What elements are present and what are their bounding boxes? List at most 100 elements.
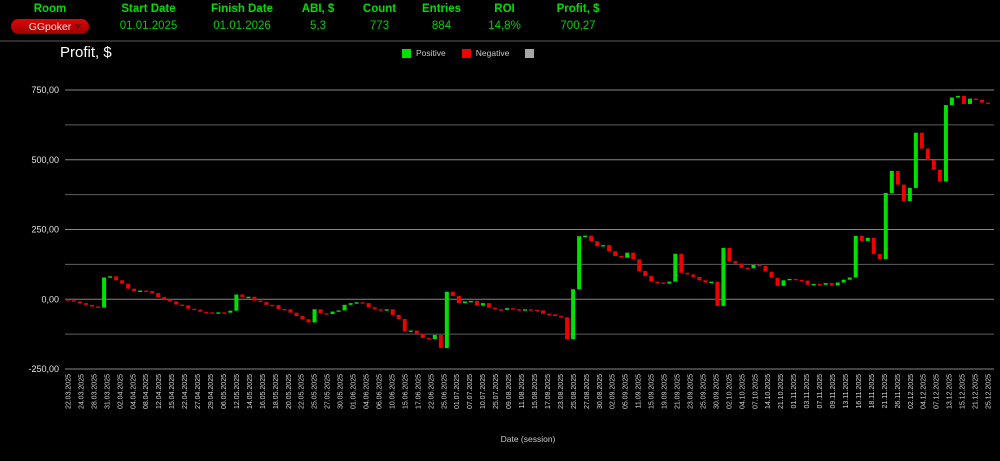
- abi-value: 5,3: [310, 20, 326, 32]
- svg-text:30.05.2025: 30.05.2025: [338, 374, 345, 409]
- roi-label: ROI: [494, 3, 515, 15]
- svg-text:12.05.2025: 12.05.2025: [234, 374, 241, 409]
- svg-text:25.06.2025: 25.06.2025: [441, 374, 448, 409]
- svg-text:16.11.2025: 16.11.2025: [856, 374, 863, 409]
- svg-text:15.12.2025: 15.12.2025: [960, 374, 967, 409]
- room-select[interactable]: GGpoker: [11, 19, 89, 34]
- stat-finish-date: Finish Date 01.01.2026: [197, 0, 287, 34]
- svg-text:09.08.2025: 09.08.2025: [506, 374, 513, 409]
- svg-text:01.07.2025: 01.07.2025: [454, 374, 461, 409]
- svg-text:09.11.2025: 09.11.2025: [830, 374, 837, 409]
- svg-text:04.10.2025: 04.10.2025: [739, 374, 746, 409]
- svg-text:23.09.2025: 23.09.2025: [687, 374, 694, 409]
- header-divider: [0, 40, 1000, 42]
- svg-text:06.05.2025: 06.05.2025: [221, 374, 228, 409]
- svg-text:08.04.2025: 08.04.2025: [143, 374, 150, 409]
- room-label: Room: [33, 3, 67, 15]
- entries-value: 884: [431, 20, 452, 32]
- chart-legend: Positive Negative: [402, 48, 555, 58]
- svg-text:18.11.2025: 18.11.2025: [869, 374, 876, 409]
- svg-text:27.05.2025: 27.05.2025: [325, 374, 332, 409]
- finish-date-value: 01.01.2026: [213, 20, 271, 32]
- svg-text:22.05.2025: 22.05.2025: [299, 374, 306, 409]
- svg-text:25.09.2025: 25.09.2025: [700, 374, 707, 409]
- stat-roi: ROI 14,8%: [473, 0, 536, 34]
- svg-text:24.03.2025: 24.03.2025: [78, 374, 85, 409]
- svg-text:22.06.2025: 22.06.2025: [428, 374, 435, 409]
- svg-text:17.08.2025: 17.08.2025: [545, 374, 552, 409]
- svg-text:27.08.2025: 27.08.2025: [584, 374, 591, 409]
- svg-text:27.04.2025: 27.04.2025: [195, 374, 202, 409]
- svg-text:500,00: 500,00: [31, 155, 59, 165]
- svg-text:28.03.2025: 28.03.2025: [91, 374, 98, 409]
- svg-text:05.09.2025: 05.09.2025: [623, 374, 630, 409]
- svg-text:02.09.2025: 02.09.2025: [610, 374, 617, 409]
- svg-text:01.11.2025: 01.11.2025: [791, 374, 798, 409]
- svg-text:02.12.2025: 02.12.2025: [908, 374, 915, 409]
- chevron-down-icon: [74, 24, 82, 29]
- svg-text:21.12.2025: 21.12.2025: [973, 374, 980, 409]
- svg-text:15.06.2025: 15.06.2025: [402, 374, 409, 409]
- svg-text:13.12.2025: 13.12.2025: [947, 374, 954, 409]
- svg-text:04.12.2025: 04.12.2025: [921, 374, 928, 409]
- svg-text:17.06.2025: 17.06.2025: [415, 374, 422, 409]
- svg-text:10.06.2025: 10.06.2025: [389, 374, 396, 409]
- svg-text:15.04.2025: 15.04.2025: [169, 374, 176, 409]
- svg-text:22.04.2025: 22.04.2025: [182, 374, 189, 409]
- svg-text:21.11.2025: 21.11.2025: [882, 374, 889, 409]
- svg-text:20.05.2025: 20.05.2025: [286, 374, 293, 409]
- svg-text:07.10.2025: 07.10.2025: [752, 374, 759, 409]
- stat-count: Count 773: [349, 0, 410, 34]
- svg-text:25.08.2025: 25.08.2025: [571, 374, 578, 409]
- svg-text:06.06.2025: 06.06.2025: [376, 374, 383, 409]
- svg-text:31.03.2025: 31.03.2025: [104, 374, 111, 409]
- svg-text:21.09.2025: 21.09.2025: [675, 374, 682, 409]
- svg-text:25.05.2025: 25.05.2025: [312, 374, 319, 409]
- svg-text:03.11.2025: 03.11.2025: [804, 374, 811, 409]
- svg-text:30.08.2025: 30.08.2025: [597, 374, 604, 409]
- svg-text:07.11.2025: 07.11.2025: [817, 374, 824, 409]
- chart-title: Profit, $: [60, 44, 112, 61]
- svg-text:16.05.2025: 16.05.2025: [260, 374, 267, 409]
- svg-text:18.05.2025: 18.05.2025: [273, 374, 280, 409]
- svg-text:29.04.2025: 29.04.2025: [208, 374, 215, 409]
- stat-room: Room GGpoker: [0, 0, 100, 34]
- svg-text:15.09.2025: 15.09.2025: [649, 374, 656, 409]
- svg-text:10.07.2025: 10.07.2025: [480, 374, 487, 409]
- stat-entries: Entries 884: [410, 0, 473, 34]
- count-label: Count: [362, 3, 397, 15]
- legend-item-positive[interactable]: Positive: [402, 48, 446, 58]
- legend-item-other[interactable]: [525, 48, 539, 58]
- svg-text:22.03.2025: 22.03.2025: [66, 374, 73, 409]
- svg-text:23.08.2025: 23.08.2025: [558, 374, 565, 409]
- start-date-label: Start Date: [121, 3, 176, 15]
- stat-profit: Profit, $ 700,27: [536, 0, 620, 34]
- svg-text:04.06.2025: 04.06.2025: [364, 374, 371, 409]
- legend-item-negative[interactable]: Negative: [461, 48, 509, 58]
- finish-date-label: Finish Date: [211, 3, 273, 15]
- legend-label-positive: Positive: [416, 48, 446, 58]
- negative-swatch-icon: [461, 48, 471, 58]
- svg-text:01.06.2025: 01.06.2025: [351, 374, 358, 409]
- svg-text:26.11.2025: 26.11.2025: [895, 374, 902, 409]
- svg-text:11.09.2025: 11.09.2025: [636, 374, 643, 409]
- entries-label: Entries: [422, 3, 461, 15]
- svg-text:21.10.2025: 21.10.2025: [778, 374, 785, 409]
- svg-text:12.04.2025: 12.04.2025: [156, 374, 163, 409]
- svg-text:02.10.2025: 02.10.2025: [726, 374, 733, 409]
- svg-text:750,00: 750,00: [31, 85, 59, 95]
- svg-text:15.08.2025: 15.08.2025: [532, 374, 539, 409]
- room-select-value: GGpoker: [28, 20, 72, 33]
- stat-abi: ABI, $ 5,3: [287, 0, 349, 34]
- svg-text:11.08.2025: 11.08.2025: [519, 374, 526, 409]
- svg-text:-250,00: -250,00: [28, 364, 59, 374]
- svg-text:07.12.2025: 07.12.2025: [934, 374, 941, 409]
- stat-start-date: Start Date 01.01.2025: [100, 0, 197, 34]
- roi-value: 14,8%: [488, 20, 521, 32]
- svg-text:02.04.2025: 02.04.2025: [117, 374, 124, 409]
- svg-text:14.10.2025: 14.10.2025: [765, 374, 772, 409]
- count-value: 773: [369, 20, 390, 32]
- svg-text:250,00: 250,00: [31, 225, 59, 235]
- other-swatch-icon: [525, 48, 535, 58]
